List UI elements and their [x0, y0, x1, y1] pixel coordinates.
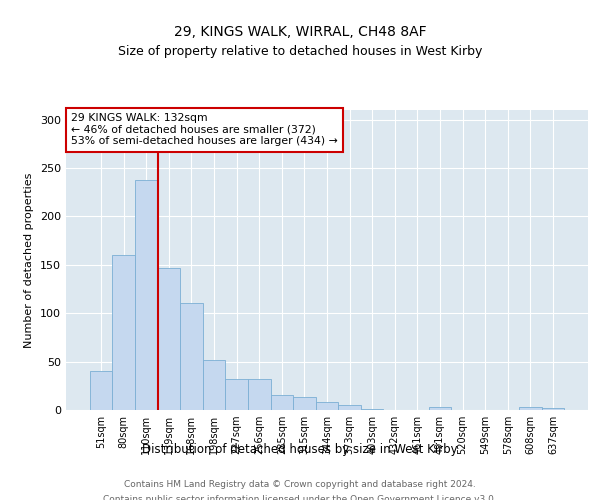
- Text: 29, KINGS WALK, WIRRAL, CH48 8AF: 29, KINGS WALK, WIRRAL, CH48 8AF: [173, 25, 427, 39]
- Bar: [203, 360, 226, 410]
- Text: 29 KINGS WALK: 132sqm
← 46% of detached houses are smaller (372)
53% of semi-det: 29 KINGS WALK: 132sqm ← 46% of detached …: [71, 113, 338, 146]
- Bar: [90, 372, 112, 410]
- Text: Size of property relative to detached houses in West Kirby: Size of property relative to detached ho…: [118, 45, 482, 58]
- Bar: [112, 255, 135, 410]
- Bar: [519, 407, 542, 410]
- Bar: [158, 268, 180, 410]
- Bar: [316, 402, 338, 410]
- Text: Distribution of detached houses by size in West Kirby: Distribution of detached houses by size …: [142, 442, 458, 456]
- Bar: [542, 408, 564, 410]
- Text: Contains public sector information licensed under the Open Government Licence v3: Contains public sector information licen…: [103, 495, 497, 500]
- Y-axis label: Number of detached properties: Number of detached properties: [25, 172, 34, 348]
- Bar: [428, 407, 451, 410]
- Bar: [226, 379, 248, 410]
- Bar: [180, 302, 203, 410]
- Text: Contains HM Land Registry data © Crown copyright and database right 2024.: Contains HM Land Registry data © Crown c…: [124, 480, 476, 489]
- Bar: [361, 409, 383, 410]
- Bar: [271, 396, 293, 410]
- Bar: [338, 405, 361, 410]
- Bar: [135, 180, 158, 410]
- Bar: [248, 379, 271, 410]
- Bar: [293, 398, 316, 410]
